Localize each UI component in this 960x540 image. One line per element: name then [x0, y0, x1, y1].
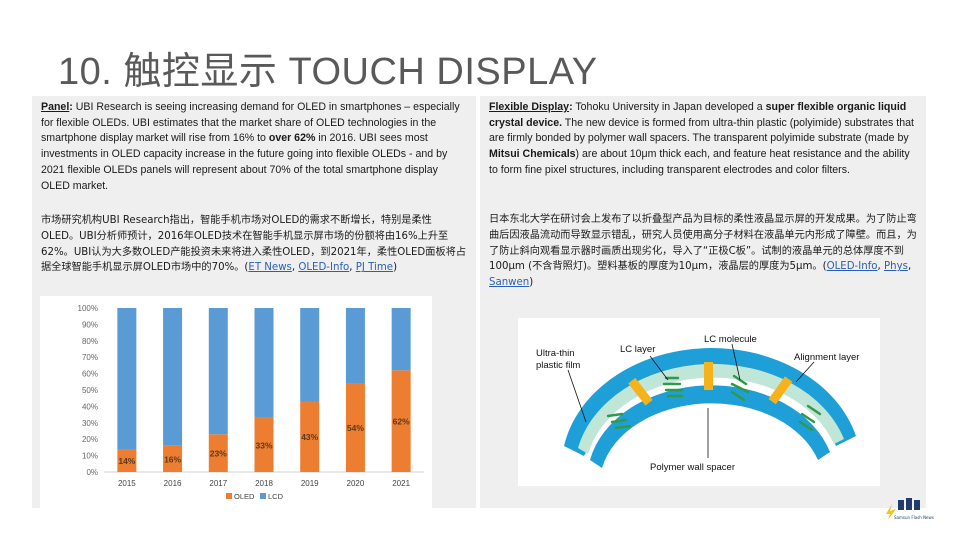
data-label: 16%: [164, 454, 181, 464]
flexible-lcd-diagram: Ultra-thin plastic film LC layer LC mole…: [518, 318, 880, 486]
bar-lcd: [300, 308, 319, 401]
footer-logo: Samsun Flash News: [880, 494, 940, 524]
label-lc-layer: LC layer: [620, 344, 655, 355]
slide-title: 10. 触控显示 TOUCH DISPLAY: [58, 40, 598, 90]
x-tick-label: 2019: [301, 479, 319, 488]
label-polymer-wall-spacer: Polymer wall spacer: [650, 462, 735, 473]
bar-lcd: [346, 308, 365, 383]
right-lead: Flexible Display: [489, 101, 569, 113]
link-oled-info[interactable]: OLED-Info: [298, 262, 349, 273]
y-tick-label: 90%: [82, 320, 98, 329]
bar-lcd: [209, 308, 228, 434]
legend-label-lcd: LCD: [268, 492, 284, 501]
y-tick-label: 80%: [82, 337, 98, 346]
legend-swatch-lcd: [260, 493, 266, 499]
diagram-svg: Ultra-thin plastic film LC layer LC mole…: [518, 318, 880, 486]
link-et-news[interactable]: ET News: [248, 262, 291, 273]
right-en-text-1: Tohoku University in Japan developed a: [573, 101, 766, 113]
left-zh-close: ): [393, 262, 397, 273]
data-label: 43%: [301, 432, 318, 442]
y-tick-label: 30%: [82, 419, 98, 428]
data-label: 62%: [393, 417, 410, 427]
bar-lcd: [255, 308, 274, 418]
link-pj-time[interactable]: PJ Time: [356, 262, 393, 273]
label-lc-molecule: LC molecule: [704, 334, 757, 345]
x-tick-label: 2018: [255, 479, 273, 488]
x-tick-label: 2021: [392, 479, 410, 488]
bar-lcd: [163, 308, 182, 446]
bar-lcd: [117, 308, 136, 449]
link-oled-info-2[interactable]: OLED-Info: [827, 261, 878, 272]
data-label: 33%: [255, 440, 272, 450]
bar-lcd: [392, 308, 411, 370]
y-tick-label: 10%: [82, 452, 98, 461]
right-zh-sep-2: ,: [908, 261, 911, 272]
data-label: 54%: [347, 423, 364, 433]
y-tick-label: 20%: [82, 435, 98, 444]
y-tick-label: 40%: [82, 402, 98, 411]
legend-swatch-oled: [226, 493, 232, 499]
x-tick-label: 2015: [118, 479, 136, 488]
right-zh-close: ): [529, 277, 533, 288]
y-tick-label: 60%: [82, 370, 98, 379]
right-zh-paragraph: 日本东北大学在研讨会上发布了以折叠型产品为目标的柔性液晶显示屏的开发成果。为了防…: [489, 212, 917, 291]
legend-label-oled: OLED: [234, 492, 255, 501]
logo-mark: Samsun Flash News: [880, 494, 940, 524]
y-tick-label: 70%: [82, 353, 98, 362]
label-alignment-layer: Alignment layer: [794, 352, 859, 363]
y-tick-label: 100%: [78, 304, 98, 313]
x-tick-label: 2016: [164, 479, 182, 488]
right-en-bold-2: Mitsui Chemicals: [489, 148, 576, 160]
market-share-chart: 0% 10% 20% 30% 40% 50% 60% 70% 80% 90% 100% 14% 2015…: [40, 296, 432, 508]
link-sanwen[interactable]: Sanwen: [489, 277, 529, 288]
left-zh-paragraph: 市场研究机构UBI Research指出，智能手机市场对OLED的需求不断增长，…: [41, 213, 469, 276]
data-label: 23%: [210, 449, 227, 459]
x-tick-label: 2017: [209, 479, 227, 488]
x-tick-label: 2020: [347, 479, 365, 488]
data-label: 14%: [118, 456, 135, 466]
y-tick-label: 50%: [82, 386, 98, 395]
y-tick-label: 0%: [86, 468, 98, 477]
left-en-paragraph: Panel: UBI Research is seeing increasing…: [41, 100, 469, 194]
label-ultra-thin-film: Ultra-thin plastic film: [536, 348, 580, 371]
right-en-paragraph: Flexible Display: Tohoku University in J…: [489, 100, 917, 179]
link-phys[interactable]: Phys: [884, 261, 908, 272]
left-en-bold-1: over 62%: [269, 132, 316, 144]
logo-text: Samsun Flash News: [894, 515, 934, 520]
chart-svg: 0% 10% 20% 30% 40% 50% 60% 70% 80% 90% 100% 14% 2015…: [40, 296, 432, 508]
left-lead: Panel: [41, 101, 69, 113]
polymer-spacer: [704, 362, 713, 390]
